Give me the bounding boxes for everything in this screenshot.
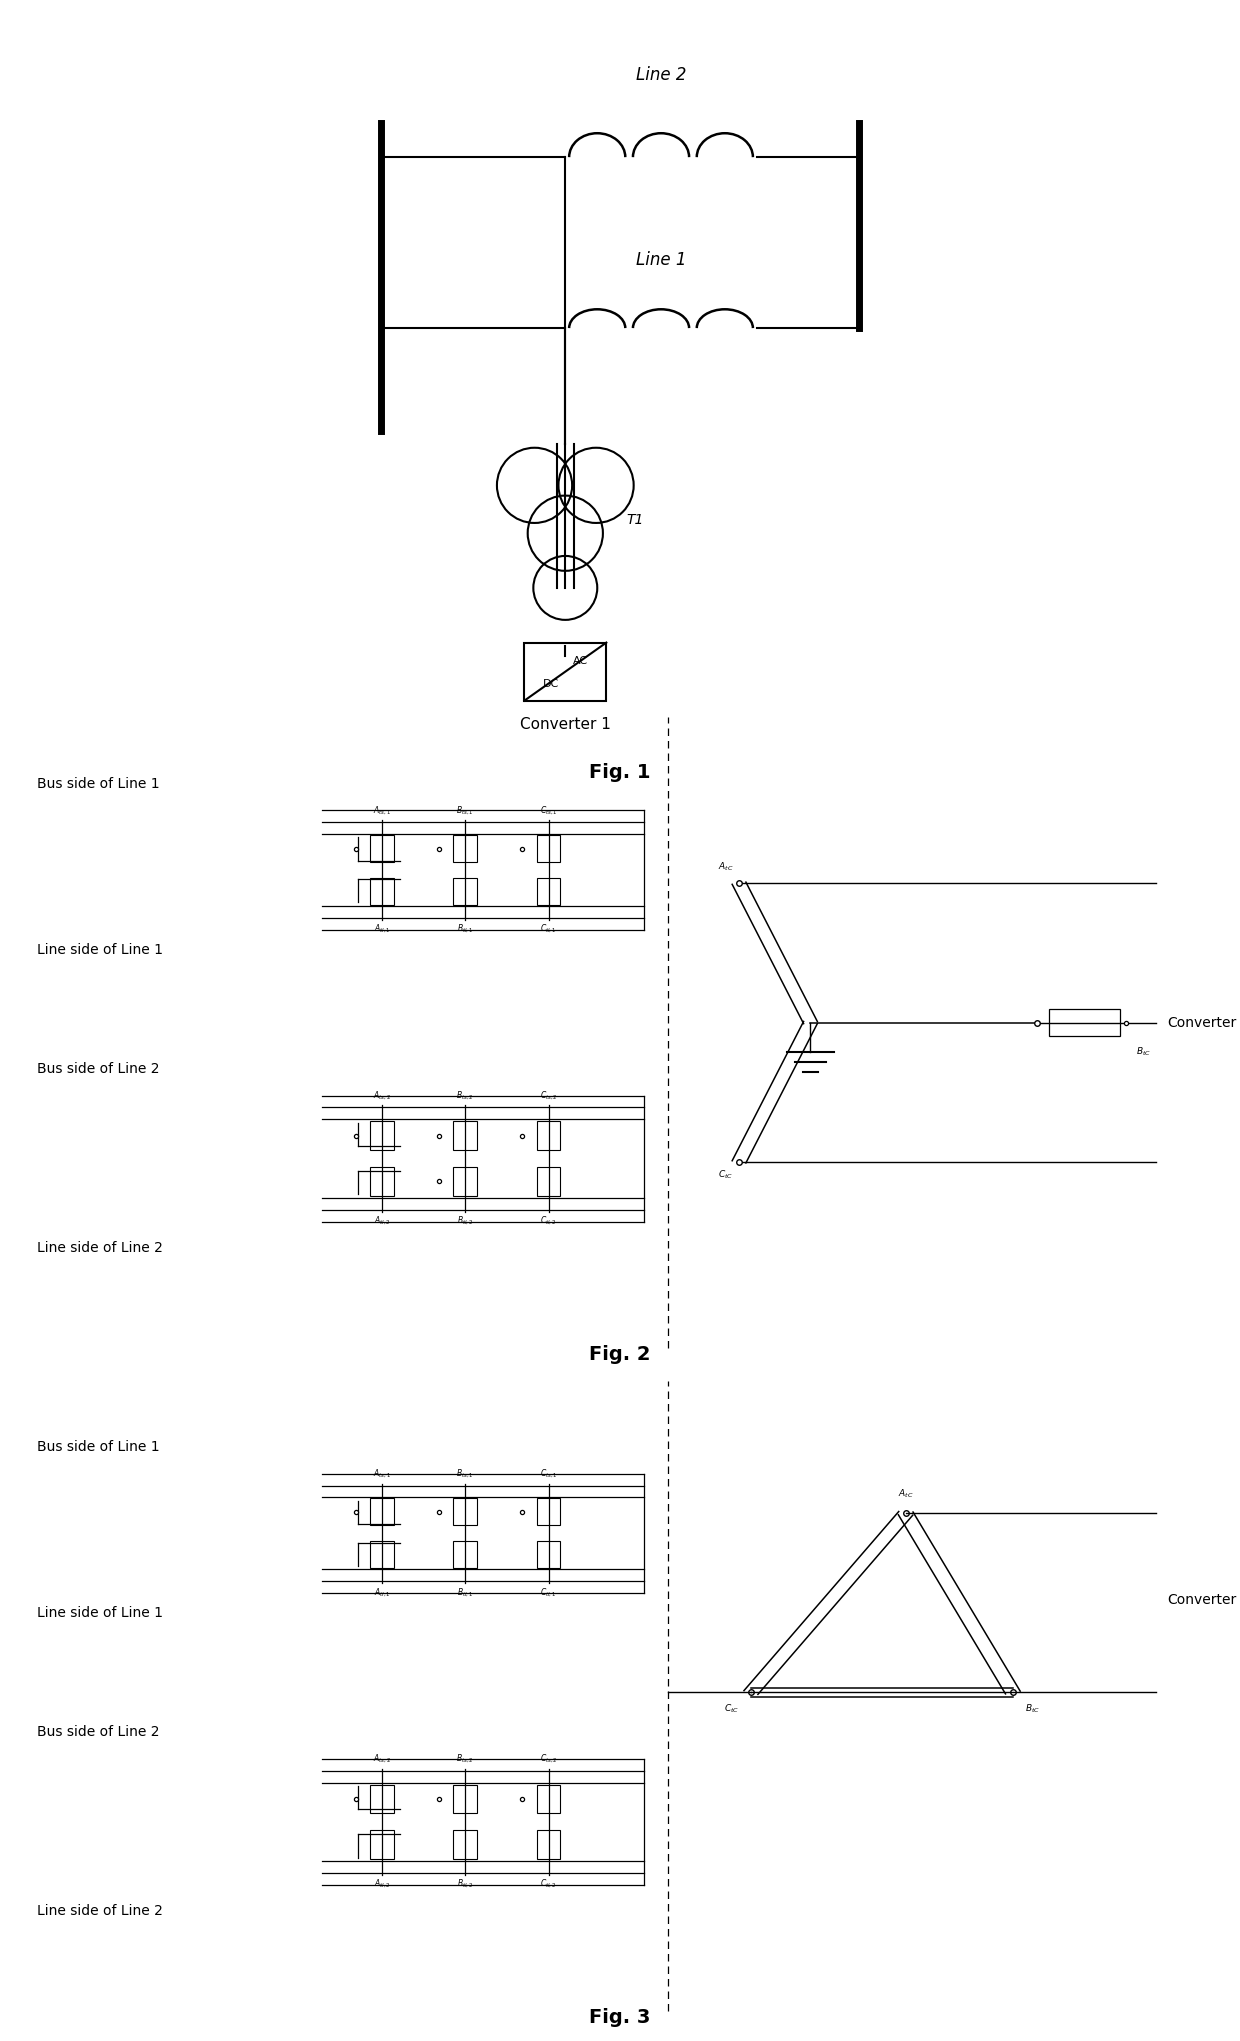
Bar [537, 1541, 560, 1567]
Text: $C_{tl,1}$: $C_{tl,1}$ [541, 923, 557, 935]
Text: $A_{tl,2}$: $A_{tl,2}$ [373, 1214, 391, 1227]
Text: Line side of Line 2: Line side of Line 2 [37, 1904, 162, 1919]
Text: $C_{ts,1}$: $C_{ts,1}$ [539, 804, 558, 816]
Text: Line side of Line 1: Line side of Line 1 [37, 943, 162, 957]
Text: DC: DC [542, 680, 559, 690]
Text: $B_{tl,2}$: $B_{tl,2}$ [458, 1878, 474, 1890]
Text: Fig. 3: Fig. 3 [589, 2008, 651, 2027]
Text: $C_{ts,1}$: $C_{ts,1}$ [539, 1467, 558, 1480]
Text: $B_{ts,1}$: $B_{ts,1}$ [456, 804, 474, 816]
Text: $B_{tl,1}$: $B_{tl,1}$ [458, 923, 474, 935]
Text: $A_{tl,1}$: $A_{tl,1}$ [373, 923, 391, 935]
Bar [537, 878, 560, 904]
Bar [537, 1167, 560, 1196]
Text: $C_{ts,2}$: $C_{ts,2}$ [539, 1090, 558, 1102]
Bar [454, 1831, 477, 1859]
Bar [370, 835, 394, 861]
Bar [370, 1121, 394, 1149]
Bar [370, 1498, 394, 1525]
Bar [537, 1831, 560, 1859]
Text: $A_{tC}$: $A_{tC}$ [718, 861, 733, 874]
Text: $A_{ts,1}$: $A_{ts,1}$ [373, 1467, 391, 1480]
Text: $C_{tl,2}$: $C_{tl,2}$ [541, 1878, 557, 1890]
Bar [454, 1121, 477, 1149]
Text: $B_{tC}$: $B_{tC}$ [1024, 1702, 1040, 1714]
Bar [370, 1167, 394, 1196]
Bar [537, 835, 560, 861]
Text: $B_{ts,2}$: $B_{ts,2}$ [456, 1753, 474, 1765]
Text: $A_{ts,1}$: $A_{ts,1}$ [373, 804, 391, 816]
Bar [537, 1121, 560, 1149]
Text: Line 1: Line 1 [636, 251, 686, 269]
Text: Converter 1: Converter 1 [520, 716, 611, 733]
Bar [454, 1784, 477, 1812]
Text: Bus side of Line 2: Bus side of Line 2 [37, 1061, 159, 1076]
Text: Fig. 2: Fig. 2 [589, 1345, 651, 1363]
Text: T1: T1 [627, 512, 645, 527]
Text: $C_{tC}$: $C_{tC}$ [724, 1702, 739, 1714]
Text: $A_{tl,2}$: $A_{tl,2}$ [373, 1878, 391, 1890]
Text: Line 2: Line 2 [636, 65, 686, 84]
Bar [537, 1784, 560, 1812]
Text: $B_{tl,1}$: $B_{tl,1}$ [458, 1586, 474, 1598]
Text: $A_{tC}$: $A_{tC}$ [898, 1488, 914, 1500]
Bar [370, 1831, 394, 1859]
Text: Line side of Line 1: Line side of Line 1 [37, 1606, 162, 1621]
Text: $B_{ts,1}$: $B_{ts,1}$ [456, 1467, 474, 1480]
Text: Fig. 1: Fig. 1 [589, 763, 651, 782]
Bar [454, 1541, 477, 1567]
Text: AC: AC [573, 657, 588, 665]
Bar [537, 1498, 560, 1525]
Text: $A_{ts,2}$: $A_{ts,2}$ [373, 1753, 391, 1765]
Text: $C_{tl,2}$: $C_{tl,2}$ [541, 1214, 557, 1227]
Bar [454, 878, 477, 904]
Text: $C_{ts,2}$: $C_{ts,2}$ [539, 1753, 558, 1765]
Bar [370, 1784, 394, 1812]
Text: $A_{ts,2}$: $A_{ts,2}$ [373, 1090, 391, 1102]
Text: Converter: Converter [1168, 1016, 1236, 1029]
Text: $A_{tl,1}$: $A_{tl,1}$ [373, 1586, 391, 1598]
Text: Bus side of Line 2: Bus side of Line 2 [37, 1725, 159, 1739]
Text: Bus side of Line 1: Bus side of Line 1 [37, 778, 159, 790]
Text: Bus side of Line 1: Bus side of Line 1 [37, 1441, 159, 1453]
Bar [454, 835, 477, 861]
Bar [525, 643, 606, 700]
Bar [370, 878, 394, 904]
Text: Line side of Line 2: Line side of Line 2 [37, 1241, 162, 1255]
Text: Converter: Converter [1168, 1592, 1236, 1606]
Bar [454, 1498, 477, 1525]
Text: $C_{tl,1}$: $C_{tl,1}$ [541, 1586, 557, 1598]
Bar [370, 1541, 394, 1567]
Text: $B_{tl,2}$: $B_{tl,2}$ [458, 1214, 474, 1227]
Text: $B_{tC}$: $B_{tC}$ [1136, 1045, 1151, 1057]
Bar [1049, 1008, 1120, 1035]
Bar [454, 1167, 477, 1196]
Text: $B_{ts,2}$: $B_{ts,2}$ [456, 1090, 474, 1102]
Text: $C_{tC}$: $C_{tC}$ [718, 1167, 733, 1182]
